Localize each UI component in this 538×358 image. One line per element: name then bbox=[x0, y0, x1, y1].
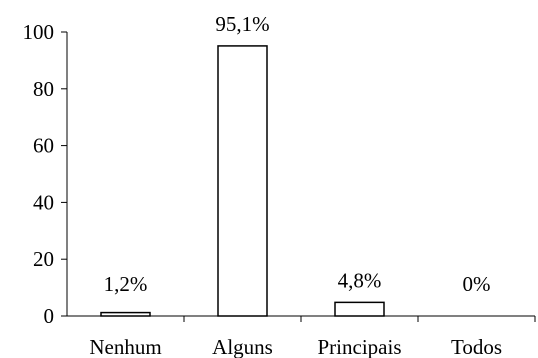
axes: 0 20 40 60 80 100 bbox=[23, 20, 536, 328]
bar-alguns bbox=[217, 45, 268, 317]
data-label: 95,1% bbox=[215, 12, 269, 36]
data-label: 0% bbox=[463, 272, 491, 296]
y-tick-label: 100 bbox=[23, 20, 55, 44]
y-tick-label: 0 bbox=[44, 304, 55, 328]
labels: 1,2% Nenhum 95,1% Alguns 4,8% Principais 0% Tod… bbox=[89, 12, 502, 358]
bar-principais bbox=[334, 301, 385, 317]
data-label: 1,2% bbox=[104, 272, 148, 296]
bars bbox=[100, 45, 385, 317]
category-label: Alguns bbox=[212, 335, 273, 358]
y-tick-label: 40 bbox=[33, 190, 54, 214]
data-label: 4,8% bbox=[338, 268, 382, 292]
y-tick-label: 80 bbox=[33, 77, 54, 101]
category-label: Nenhum bbox=[89, 335, 161, 358]
category-label: Todos bbox=[451, 335, 502, 358]
y-tick-label: 20 bbox=[33, 247, 54, 271]
bar-nenhum bbox=[100, 311, 151, 317]
y-tick-label: 60 bbox=[33, 134, 54, 158]
category-label: Principais bbox=[318, 335, 402, 358]
